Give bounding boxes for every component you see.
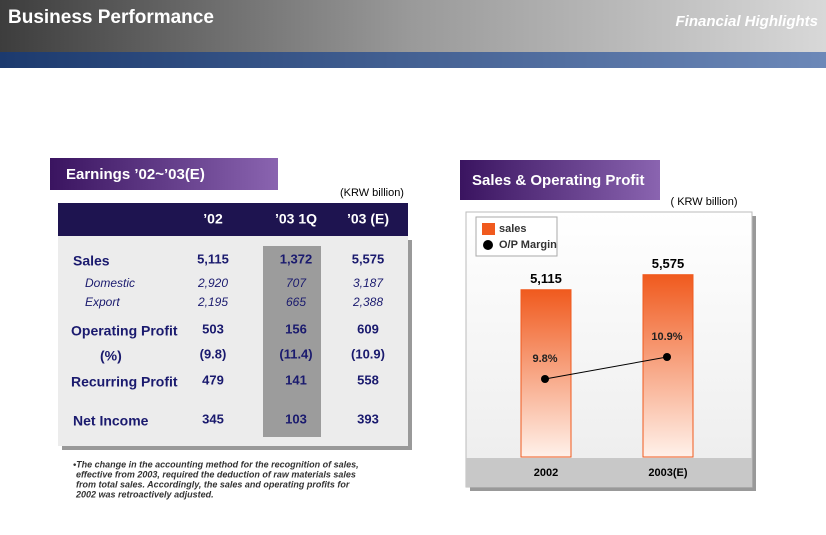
chart-title: Sales & Operating Profit [472,172,645,189]
row-label: Sales [73,253,110,269]
page-subtitle: Financial Highlights [675,13,818,30]
header-band [0,0,826,54]
table-cell: 141 [285,372,307,387]
unit: (KRW billion) [340,187,404,199]
table-cell: 393 [357,411,379,426]
data-label: 10.9% [651,331,682,343]
row-label: Export [85,295,120,309]
panel-title: Earnings ’02~’03(E) [66,166,205,183]
bar [520,289,572,458]
marker [541,375,549,383]
row-label: (%) [100,348,122,364]
row-label: Net Income [73,413,149,429]
x-tick-label: 2003(E) [648,467,687,479]
table-body [58,236,408,446]
legend-label: sales [499,223,527,235]
table-cell: 3,187 [353,276,384,290]
page-title: Business Performance [8,7,214,28]
table-cell: 5,115 [197,251,229,266]
marker [663,353,671,361]
panel-title-box [460,160,660,200]
table-cell: (10.9) [351,346,385,361]
footnote: •The change in the accounting method for… [73,459,359,499]
footnote-line: from total sales. Accordingly, the sales… [76,479,350,489]
table-cell: (9.8) [200,346,227,361]
bar [642,274,694,458]
table-cell: 2,920 [197,276,228,290]
table-cell: 103 [285,411,307,426]
chart: 2002 2003(E) 5,115 5,575 sales 9.8% 10.9% O/P M… [482,223,694,479]
footnote-line: •The change in the accounting method for… [73,459,359,469]
table-cell: 2,388 [352,295,383,309]
chart-area [465,211,753,488]
data-label: 5,575 [652,256,685,271]
table-cell: 5,575 [352,251,385,266]
header-strip [0,52,826,68]
table-cell: 156 [285,321,307,336]
data-label: 9.8% [532,353,557,365]
row-label: Recurring Profit [71,374,178,390]
column-header: ’03 1Q [275,211,317,227]
table-cell: 345 [202,411,224,426]
x-tick-label: 2002 [534,467,558,479]
legend-label: O/P Margin [499,239,557,251]
table: ’02 ’03 1Q ’03 (E) Sales 5,115 1,372 5,575 Dome… [71,211,389,429]
table-cell: 558 [357,372,379,387]
legend-swatch [482,223,495,235]
legend-swatch [483,240,493,250]
line [544,356,668,380]
table-cell: 609 [357,321,379,336]
column-header: ’02 [203,211,223,227]
table-cell: 503 [202,321,224,336]
axis-band [466,458,752,487]
table-cell: 665 [286,295,306,309]
panel-title-box [50,158,278,190]
table-cell: 707 [286,276,307,290]
highlight-column [263,246,321,437]
row-label: Domestic [85,276,135,290]
table-header [58,203,408,236]
footnote-line: effective from 2003, required the deduct… [76,469,356,479]
unit: ( KRW billion) [670,196,737,208]
table-cell: 1,372 [280,251,313,266]
table-cell: 479 [202,372,224,387]
footnote-line: 2002 was retroactively adjusted. [75,489,214,499]
column-header: ’03 (E) [347,211,389,227]
table-cell: (11.4) [279,346,312,361]
row-label: Operating Profit [71,323,178,339]
table-cell: 2,195 [197,295,228,309]
data-label: 5,115 [530,271,562,286]
